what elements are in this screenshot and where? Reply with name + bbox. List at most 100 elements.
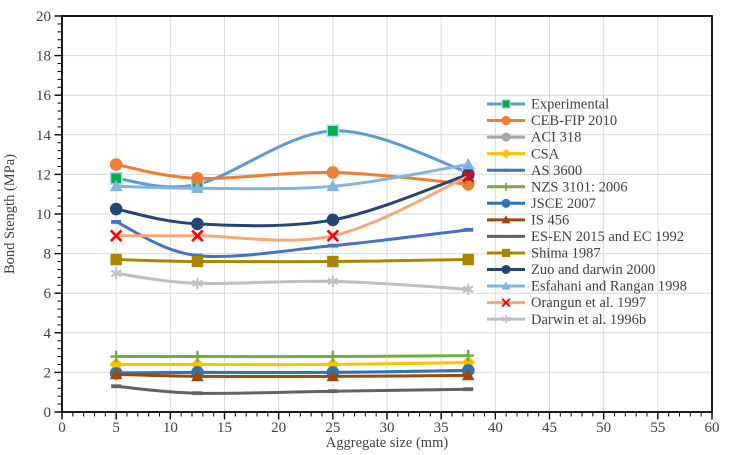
data-point-darwin-et-al-1996b — [462, 283, 474, 295]
legend-item-nzs-3101-2006: NZS 3101: 2006 — [487, 179, 628, 195]
legend-item-ceb-fip-2010: CEB-FIP 2010 — [487, 113, 617, 129]
series-line-experimental — [114, 129, 470, 189]
legend-item-as-3600: AS 3600 — [487, 163, 582, 179]
legend-marker-nzs-3101-2006 — [501, 182, 511, 191]
plot-border — [61, 15, 713, 413]
y-tick-label: 10 — [36, 207, 51, 223]
x-axis-title: Aggregate size (mm) — [326, 435, 449, 451]
series-line-csa — [114, 361, 470, 367]
legend-item-orangun-et-al-1997: Orangun et al. 1997 — [487, 295, 646, 311]
legend-label: ACI 318 — [531, 130, 581, 146]
data-point-nzs-3101-2006 — [110, 350, 122, 363]
series-line-jsce-2007 — [114, 368, 470, 375]
legend-marker-ceb-fip-2010 — [501, 116, 511, 126]
data-point-nzs-3101-2006 — [327, 350, 339, 363]
x-tick-label: 35 — [434, 420, 449, 436]
series-group — [109, 124, 476, 396]
data-point-as-3600 — [327, 243, 338, 248]
legend-label: CSA — [531, 146, 560, 162]
series-line-esfahani-and-rangan-1998 — [114, 163, 470, 191]
legend-label: ES-EN 2015 and EC 1992 — [531, 229, 684, 245]
y-tick-label: 12 — [36, 167, 51, 183]
series-darwin-et-al-1996b — [110, 267, 474, 295]
series-line-is-456 — [114, 372, 470, 379]
legend-label: IS 456 — [531, 212, 569, 228]
legend-marker-es-en-2015-and-ec-1992 — [502, 235, 510, 238]
legend-marker-experimental — [501, 99, 511, 109]
y-tick-label: 16 — [36, 88, 52, 104]
x-tick-label: 55 — [650, 420, 665, 436]
data-point-shima-1987 — [191, 255, 204, 268]
data-point-darwin-et-al-1996b — [192, 277, 203, 289]
data-point-is-456 — [191, 369, 204, 382]
series-shima-1987 — [110, 253, 474, 268]
series-es-en-2015-and-ec-1992 — [111, 384, 474, 396]
series-line-shima-1987 — [114, 258, 470, 264]
x-tick-label: 60 — [705, 420, 720, 436]
legend-marker-jsce-2007 — [501, 198, 511, 208]
data-point-zuo-and-darwin-2000 — [326, 213, 340, 227]
legend-item-esfahani-and-rangan-1998: Esfahani and Rangan 1998 — [487, 279, 687, 295]
data-point-esfahani-and-rangan-1998 — [461, 157, 475, 170]
legend-item-es-en-2015-and-ec-1992: ES-EN 2015 and EC 1992 — [487, 229, 684, 245]
data-point-esfahani-and-rangan-1998 — [191, 181, 204, 194]
x-tick-label: 15 — [217, 420, 232, 436]
data-point-shima-1987 — [110, 253, 122, 266]
legend-item-aci-318: ACI 318 — [487, 130, 581, 146]
x-tick-label: 5 — [112, 420, 120, 436]
data-point-as-3600 — [111, 220, 122, 224]
data-point-orangun-et-al-1997 — [109, 229, 123, 243]
data-point-darwin-et-al-1996b — [327, 275, 339, 287]
legend-marker-aci-318 — [501, 132, 511, 142]
legend-label: Darwin et al. 1996b — [531, 312, 646, 328]
legend-marker-csa — [501, 148, 511, 159]
data-point-zuo-and-darwin-2000 — [191, 217, 204, 231]
legend-marker-as-3600 — [502, 168, 510, 172]
data-point-ceb-fip-2010 — [326, 166, 340, 179]
series-ceb-fip-2010 — [109, 158, 475, 191]
legend-item-is-456: IS 456 — [487, 212, 569, 228]
legend-label: NZS 3101: 2006 — [531, 179, 628, 195]
legend-label: Shima 1987 — [531, 246, 601, 262]
data-point-shima-1987 — [327, 255, 339, 268]
data-point-is-456 — [109, 367, 123, 380]
y-tick-label: 0 — [44, 405, 52, 421]
series-line-zuo-and-darwin-2000 — [114, 172, 470, 228]
data-point-esfahani-and-rangan-1998 — [326, 179, 340, 192]
axes: 0 5 10 15 20 25 30 35 40 45 50 55 60 0 2 4 6 8 10 12 14 16 18 2… — [2, 9, 720, 451]
x-tick-label: 40 — [488, 420, 503, 436]
data-point-orangun-et-al-1997 — [326, 229, 340, 243]
data-point-ceb-fip-2010 — [191, 172, 204, 185]
legend-item-zuo-and-darwin-2000: Zuo and darwin 2000 — [487, 262, 655, 278]
legend-label: AS 3600 — [531, 163, 582, 179]
data-point-es-en-2015-and-ec-1992 — [111, 384, 122, 389]
y-tick-label: 20 — [36, 9, 51, 25]
series-nzs-3101-2006 — [110, 349, 475, 363]
x-tick-label: 20 — [271, 420, 286, 436]
x-tick-label: 30 — [380, 420, 395, 436]
y-tick-label: 4 — [44, 326, 52, 342]
legend-label: Experimental — [531, 97, 609, 113]
legend-item-darwin-et-al-1996b: Darwin et al. 1996b — [487, 312, 646, 328]
x-tick-label: 0 — [58, 420, 66, 436]
series-line-as-3600 — [114, 220, 470, 259]
series-is-456 — [109, 367, 475, 382]
data-point-orangun-et-al-1997 — [461, 170, 475, 183]
legend-marker-is-456 — [501, 215, 511, 224]
y-tick-label: 14 — [36, 128, 52, 144]
y-tick-label: 2 — [44, 365, 52, 381]
series-line-es-en-2015-and-ec-1992 — [114, 384, 470, 395]
legend-item-shima-1987: Shima 1987 — [487, 246, 601, 262]
data-point-zuo-and-darwin-2000 — [109, 202, 123, 216]
legend-label: Esfahani and Rangan 1998 — [531, 279, 687, 295]
legend-label: CEB-FIP 2010 — [531, 113, 617, 129]
data-point-orangun-et-al-1997 — [191, 229, 204, 243]
series-line-orangun-et-al-1997 — [114, 174, 470, 242]
series-esfahani-and-rangan-1998 — [109, 157, 475, 194]
data-point-experimental — [326, 124, 340, 138]
legend-marker-shima-1987 — [501, 248, 511, 258]
data-point-nzs-3101-2006 — [191, 350, 204, 363]
gridlines — [62, 16, 712, 412]
